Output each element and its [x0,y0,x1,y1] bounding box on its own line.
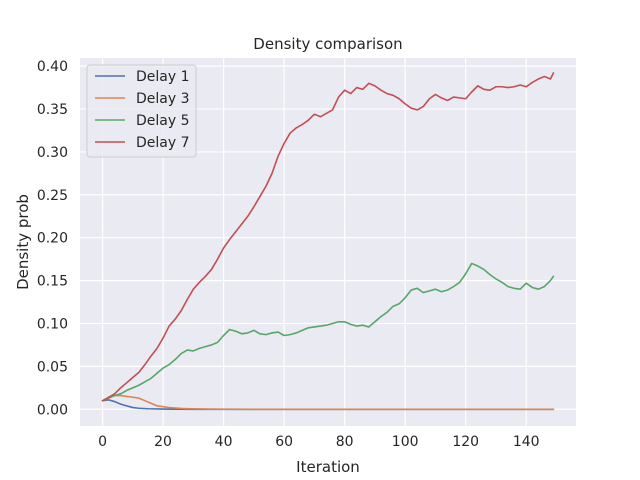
x-tick-label: 0 [98,434,107,450]
y-tick-label: 0.05 [37,359,68,375]
x-tick-label: 80 [336,434,354,450]
chart-title: Density comparison [253,35,402,53]
y-tick-label: 0.00 [37,402,68,418]
y-axis-label: Density prob [14,194,32,290]
tick-labels: 0 20 40 60 80 100 120 140 0.00 0.05 0.10 0.15 0.20 0.… [37,59,540,450]
y-tick-label: 0.15 [37,274,68,290]
x-tick-label: 60 [275,434,293,450]
y-tick-label: 0.25 [37,188,68,204]
y-tick-label: 0.35 [37,102,68,118]
legend: Delay 1 Delay 3 Delay 5 Delay 7 [86,64,197,158]
x-tick-label: 140 [513,434,540,450]
series-line-delay-3 [101,394,555,411]
y-tick-label: 0.30 [37,145,68,161]
y-tick-label: 0.20 [37,231,68,247]
x-axis-label: Iteration [296,458,360,476]
y-tick-label: 0.40 [37,59,68,75]
x-tick-label: 100 [392,434,419,450]
legend-label-delay-7: Delay 7 [136,135,190,151]
y-tick-label: 0.10 [37,316,68,332]
series-lines [101,72,555,411]
series-line-delay-5 [101,262,555,402]
x-tick-label: 40 [215,434,233,450]
legend-label-delay-1: Delay 1 [136,69,190,85]
legend-label-delay-3: Delay 3 [136,91,190,107]
x-tick-label: 20 [154,434,172,450]
legend-box [86,64,197,158]
legend-label-delay-5: Delay 5 [136,113,190,129]
series-line-delay-7 [101,72,555,402]
x-tick-label: 120 [452,434,479,450]
